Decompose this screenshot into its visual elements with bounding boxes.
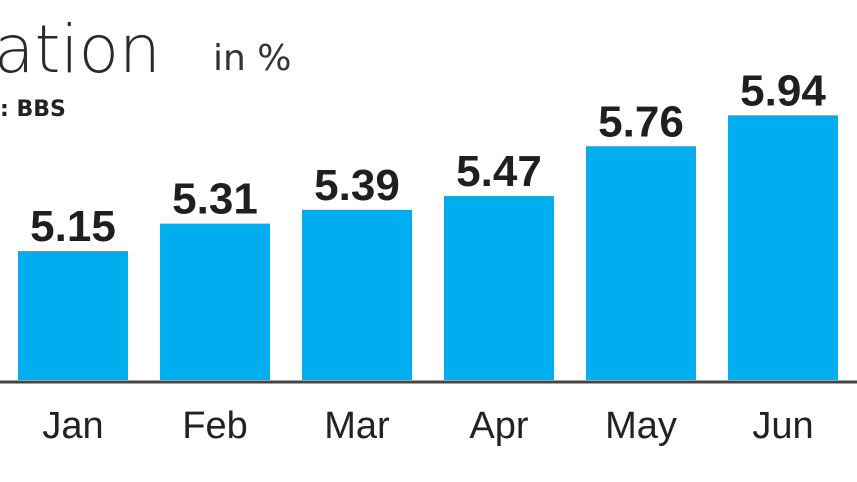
bar	[18, 251, 128, 380]
value-label: 5.39	[314, 161, 400, 210]
bar	[586, 146, 696, 380]
x-tick-label: Jun	[752, 405, 813, 447]
chart-subtitle: in %	[213, 38, 291, 79]
bar	[302, 209, 412, 380]
x-tick-label: Feb	[182, 405, 247, 447]
value-label: 5.15	[30, 202, 116, 251]
chart-title: ation	[0, 11, 161, 88]
bar	[444, 196, 554, 380]
x-tick-label: May	[605, 405, 677, 447]
bar	[728, 115, 838, 380]
value-label: 5.76	[598, 97, 684, 146]
value-label: 5.94	[740, 66, 826, 115]
x-tick-label: Apr	[469, 405, 528, 447]
bar	[160, 223, 270, 380]
source: : BBS	[0, 97, 66, 122]
x-tick-label: Mar	[324, 405, 390, 447]
value-label: 5.47	[456, 147, 542, 196]
x-tick-label: Jan	[42, 405, 103, 447]
value-label: 5.31	[172, 175, 258, 224]
